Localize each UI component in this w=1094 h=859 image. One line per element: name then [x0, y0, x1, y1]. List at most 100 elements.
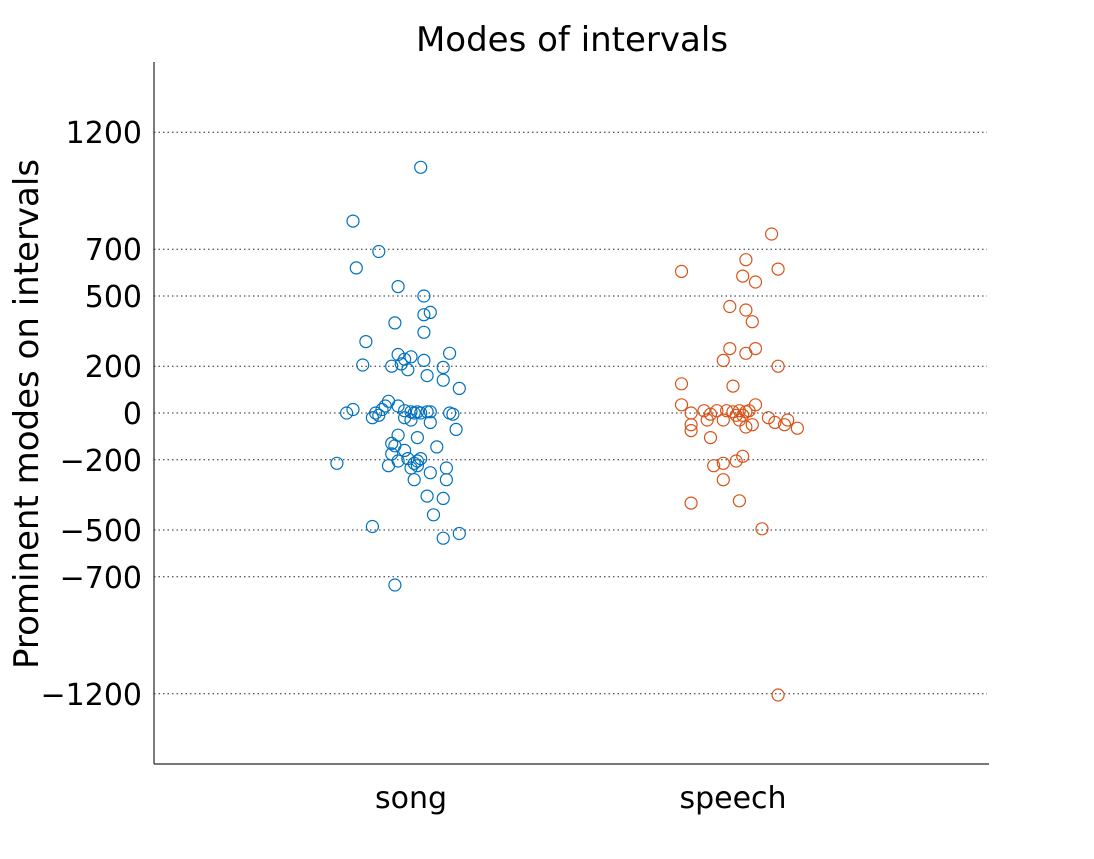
speech-point — [771, 262, 785, 276]
song-point — [349, 261, 363, 275]
speech-point — [771, 688, 785, 702]
song-point — [398, 411, 412, 425]
y-tick-label: 200 — [85, 350, 142, 385]
song-point — [391, 280, 405, 294]
song-point — [417, 325, 431, 339]
y-tick-label: 700 — [85, 233, 142, 268]
speech-point — [729, 454, 743, 468]
song-point — [414, 160, 428, 174]
y-tick-label: 0 — [123, 397, 142, 432]
gridlines — [154, 131, 987, 695]
data-points — [330, 160, 805, 702]
speech-point — [716, 473, 730, 487]
song-point — [430, 440, 444, 454]
song-point — [407, 473, 421, 487]
song-point — [404, 350, 418, 364]
speech-point — [739, 346, 753, 360]
speech-point — [684, 496, 698, 510]
y-tick-label: −200 — [60, 444, 142, 479]
y-axis-label: Prominent modes on intervals — [7, 159, 47, 669]
song-point — [346, 214, 360, 228]
song-point — [388, 316, 402, 330]
song-point — [423, 466, 437, 480]
song-point — [330, 456, 344, 470]
song-point — [423, 405, 437, 419]
song-point — [391, 347, 405, 362]
y-tick-label: −700 — [60, 561, 142, 596]
y-tick-label: −1200 — [41, 678, 142, 713]
chart-title: Modes of intervals — [416, 20, 728, 60]
speech-point — [723, 342, 737, 356]
speech-point — [739, 303, 753, 317]
song-point — [346, 402, 360, 417]
song-point — [365, 411, 379, 425]
song-point — [436, 373, 450, 387]
song-point — [436, 491, 450, 505]
song-point — [446, 407, 460, 421]
speech-point — [755, 522, 769, 536]
speech-point — [732, 494, 747, 508]
song-point — [436, 531, 450, 545]
song-point — [443, 346, 457, 360]
speech-point — [768, 415, 782, 429]
speech-point — [726, 379, 740, 393]
song-point — [423, 305, 437, 319]
song-point — [398, 443, 412, 457]
speech-point — [739, 253, 753, 267]
speech-point — [764, 227, 779, 241]
speech-point — [674, 264, 689, 278]
speech-point — [761, 411, 776, 425]
song-point — [414, 406, 428, 420]
x-tick-labels: song speech — [375, 781, 787, 816]
song-point — [439, 461, 453, 475]
speech-point — [748, 275, 763, 289]
x-tick-label: speech — [679, 781, 786, 816]
x-tick-label: song — [375, 781, 447, 816]
song-point — [356, 358, 370, 372]
song-point — [410, 459, 424, 473]
y-tick-labels: −1200 −700 −500 −200 0 200 500 700 1200 — [41, 116, 142, 713]
speech-point — [790, 421, 805, 435]
song-point — [404, 413, 418, 427]
y-tick-label: 1200 — [66, 116, 142, 151]
speech-point — [710, 404, 724, 418]
song-point — [385, 436, 399, 450]
song-point — [378, 399, 392, 413]
song-point — [417, 353, 431, 367]
speech-point — [674, 377, 689, 391]
song-point — [420, 489, 434, 503]
speech-point — [736, 449, 750, 463]
song-point — [398, 404, 412, 418]
song-point — [417, 289, 431, 303]
speech-point — [716, 456, 730, 470]
speech-point — [732, 404, 747, 418]
song-point — [401, 363, 415, 377]
song-point — [391, 399, 405, 413]
song-point — [385, 359, 399, 373]
speech-point — [674, 398, 689, 412]
speech-point — [697, 404, 711, 418]
speech-point — [723, 299, 737, 314]
song-point — [359, 335, 373, 349]
speech-point — [726, 405, 740, 419]
song-point — [365, 519, 379, 534]
speech-point — [771, 359, 785, 373]
song-point — [340, 406, 354, 420]
song-point — [410, 431, 424, 445]
speech-point — [736, 269, 750, 283]
y-tick-label: −500 — [60, 514, 142, 549]
song-point — [452, 381, 466, 395]
song-point — [381, 459, 396, 473]
song-point — [372, 244, 386, 259]
song-point — [449, 422, 463, 436]
song-point — [436, 360, 450, 374]
speech-point — [684, 418, 698, 432]
speech-point — [703, 431, 718, 445]
song-point — [417, 308, 431, 322]
song-point — [388, 578, 402, 592]
song-point — [452, 526, 466, 541]
speech-point — [707, 459, 721, 473]
speech-point — [684, 424, 698, 438]
speech-point — [700, 413, 714, 427]
